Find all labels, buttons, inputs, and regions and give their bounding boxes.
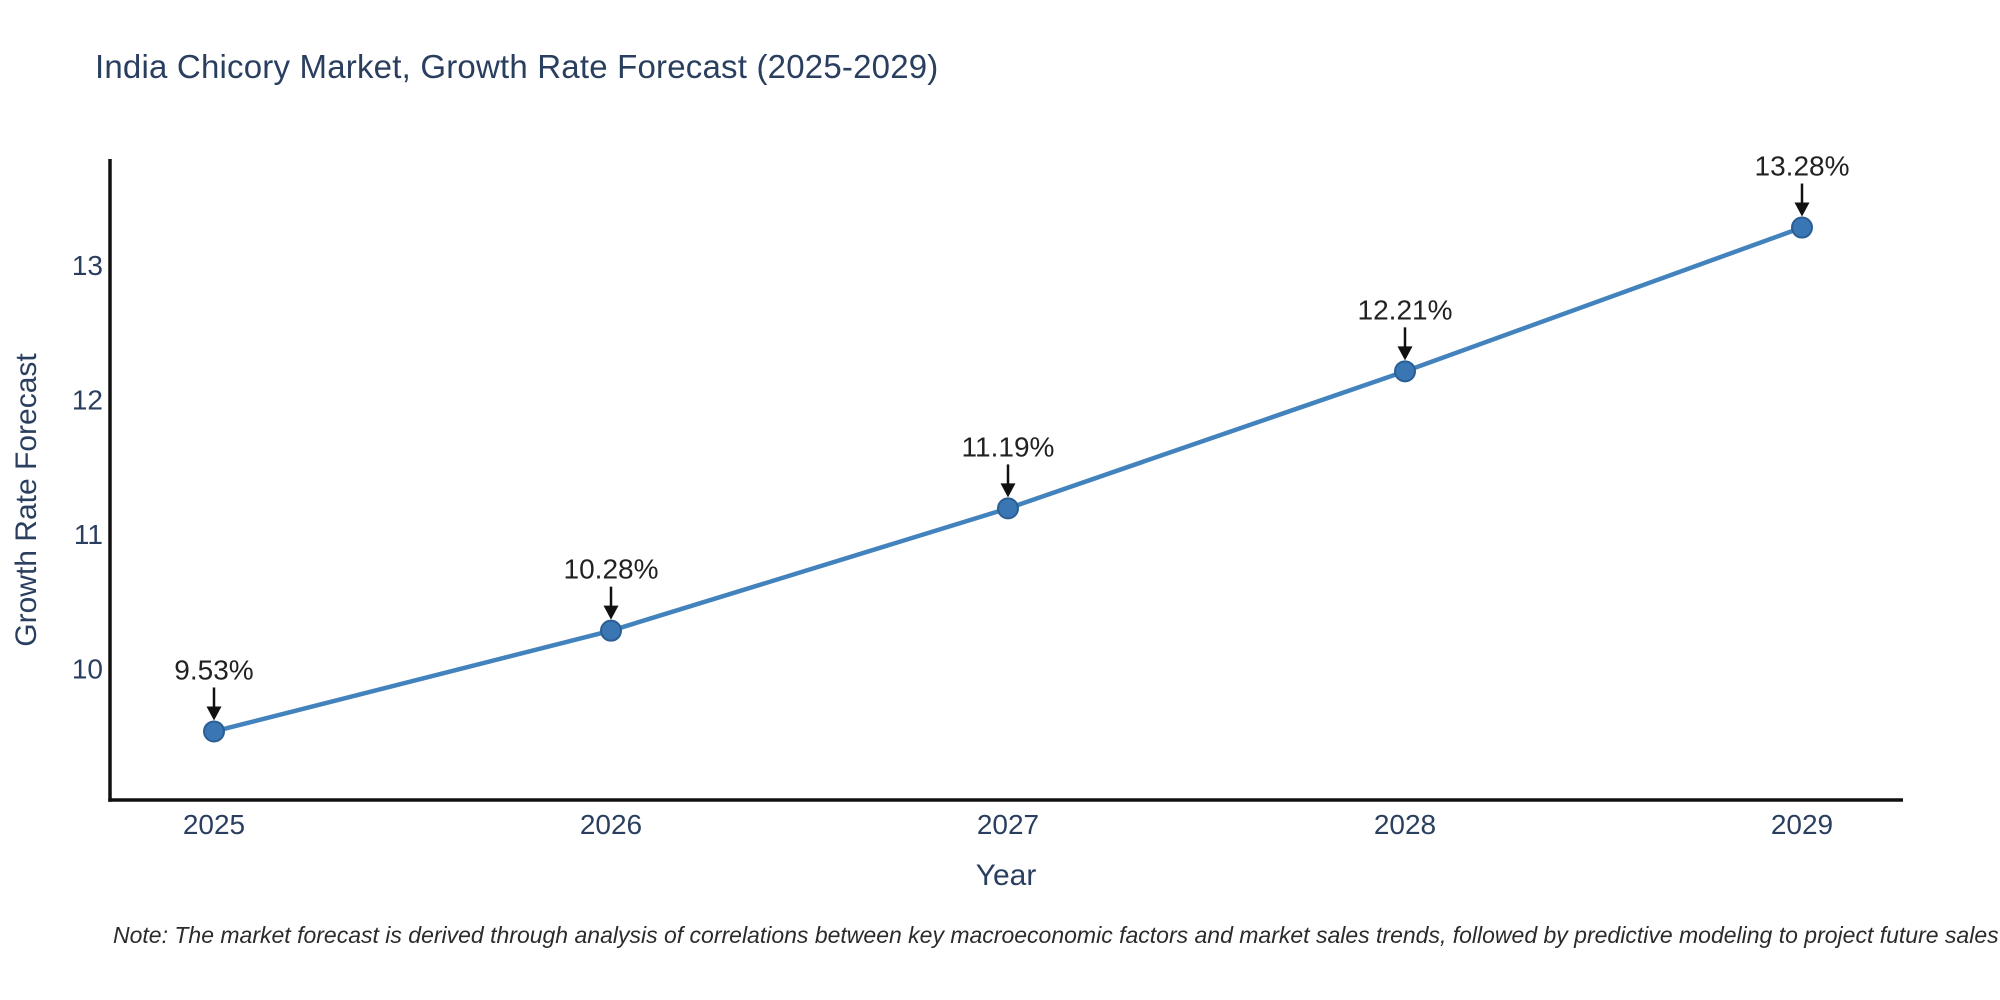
x-axis-title: Year <box>975 859 1037 892</box>
annotation-label: 10.28% <box>564 554 659 585</box>
y-tick-label: 13 <box>72 250 103 281</box>
chart-title: India Chicory Market, Growth Rate Foreca… <box>95 48 939 85</box>
annotation-label: 12.21% <box>1358 294 1453 325</box>
annotation-arrowhead <box>1000 483 1016 498</box>
annotation-arrowhead <box>206 706 222 721</box>
annotation-arrowhead <box>1397 346 1413 361</box>
annotation-arrowhead <box>603 605 619 620</box>
x-tick-label: 2028 <box>1374 809 1436 840</box>
x-tick-label: 2026 <box>580 809 642 840</box>
data-point-marker[interactable] <box>1394 360 1416 383</box>
x-tick-label: 2027 <box>977 809 1039 840</box>
annotation-label: 13.28% <box>1755 151 1850 182</box>
annotation-label: 11.19% <box>962 431 1055 462</box>
y-tick-label: 11 <box>74 519 103 550</box>
x-tick-label: 2025 <box>183 809 245 840</box>
footnote: Note: The market forecast is derived thr… <box>113 922 1999 948</box>
data-point-marker[interactable] <box>203 720 225 743</box>
annotation-arrowhead <box>1794 202 1810 217</box>
y-tick-label: 10 <box>72 653 103 684</box>
data-point-marker[interactable] <box>600 619 622 642</box>
x-tick-label: 2029 <box>1771 809 1833 840</box>
data-point-marker[interactable] <box>1791 216 1813 239</box>
y-tick-label: 12 <box>72 385 103 416</box>
annotation-label: 9.53% <box>174 654 253 685</box>
data-point-marker[interactable] <box>997 497 1019 520</box>
